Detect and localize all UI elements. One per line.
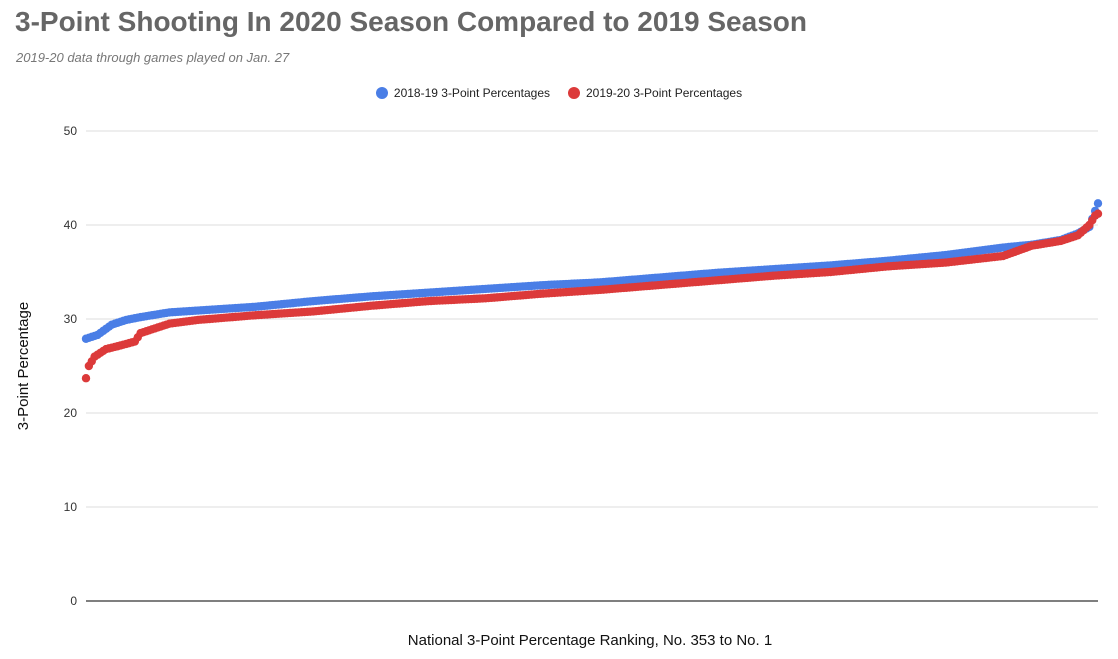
- y-tick-label: 50: [64, 124, 78, 138]
- chart-legend: 2018-19 3-Point Percentages 2019-20 3-Po…: [0, 86, 1118, 100]
- y-tick-label: 20: [64, 406, 78, 420]
- y-tick-label: 10: [64, 500, 78, 514]
- data-point: [1093, 199, 1103, 208]
- y-axis-title: 3-Point Percentage: [15, 302, 32, 430]
- data-point: [1093, 209, 1103, 218]
- legend-marker-2019: [375, 87, 388, 99]
- legend-item-2019[interactable]: 2018-19 3-Point Percentages: [375, 86, 550, 100]
- legend-label-2020: 2019-20 3-Point Percentages: [586, 86, 743, 100]
- y-tick-label: 0: [70, 594, 77, 608]
- data-point: [81, 374, 91, 383]
- y-tick-label: 40: [64, 218, 78, 232]
- series-2019: [81, 199, 1103, 343]
- chart-title: 3-Point Shooting In 2020 Season Compared…: [15, 6, 807, 37]
- series-2020: [81, 209, 1103, 383]
- x-axis-title: National 3-Point Percentage Ranking, No.…: [408, 632, 772, 649]
- chart-subtitle: 2019-20 data through games played on Jan…: [16, 50, 290, 65]
- series-layer: [81, 199, 1103, 383]
- y-axis-ticks: 0 10 20 30 40 50: [64, 124, 78, 608]
- legend-item-2020[interactable]: 2019-20 3-Point Percentages: [568, 86, 742, 100]
- y-tick-label: 30: [64, 312, 78, 326]
- legend-label-2019: 2018-19 3-Point Percentages: [393, 86, 550, 100]
- gridlines: [86, 130, 1098, 602]
- legend-marker-2020: [568, 87, 580, 99]
